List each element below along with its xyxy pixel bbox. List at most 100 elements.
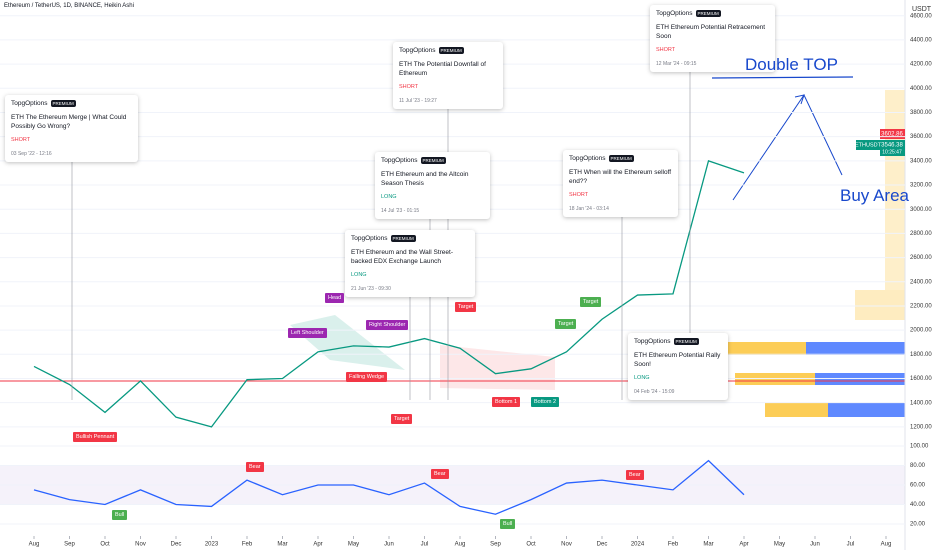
idea-date: 12 Mar '24 - 09:15 [656,61,697,67]
idea-badge: PREMIUM [695,10,721,17]
x-tick-label: Feb [242,542,253,548]
idea-badge: PREMIUM [420,157,446,164]
volume-profile [735,373,815,385]
x-tick-label: Dec [171,542,182,548]
idea-badge: PREMIUM [673,338,699,345]
x-tick-label: Aug [29,542,40,548]
idea-author: TopgOptions [11,100,48,107]
x-tick-label: Aug [881,542,892,548]
x-tick-label: Mar [277,542,287,548]
x-tick-label: Jul [847,542,855,548]
double-top-line [711,76,854,79]
y-tick-label: 3400.00 [910,158,932,164]
volume-profile [765,403,828,417]
idea-author: TopgOptions [634,338,671,345]
x-tick-label: Dec [597,542,608,548]
y-tick-label: 3800.00 [910,110,932,116]
pattern-label: Bear [626,470,644,480]
idea-date: 04 Feb '24 - 15:09 [634,389,675,395]
y-tick-label: 1400.00 [910,400,932,406]
y-tick-label: 1800.00 [910,352,932,358]
pattern-label: Head [325,293,345,303]
idea-badge: PREMIUM [438,47,464,54]
price-tag-text: 3602.86 [881,132,903,138]
y-tick-label: 3600.00 [910,134,932,140]
idea-side: LONG [634,375,650,381]
currency: USDT [912,6,932,13]
price-tag-text: 10:25:47 [882,149,902,155]
y-tick-label: 40.00 [910,502,926,508]
pattern-label: Bottom 1 [492,397,521,407]
idea-badge: PREMIUM [608,155,634,162]
pattern-label: Target [580,297,602,307]
idea-badge: PREMIUM [50,100,76,107]
pattern-label: Target [455,302,477,312]
pattern-label: Bear [246,462,264,472]
idea-brand: TopgOptions PREMIUM [634,338,722,345]
symbol-tag-text: ETHUSDT [855,142,882,148]
pattern-label: Target [391,414,413,424]
price-line [33,459,745,515]
symbol-tag [856,140,880,150]
x-tick-label: Jun [810,542,820,548]
y-tick-label: 2600.00 [910,255,932,261]
y-tick-label: 100.00 [910,444,929,450]
y-tick-label: 4200.00 [910,62,932,68]
idea-title: ETH Ethereum and the Altcoin Season Thes… [381,171,469,187]
callout: Double TOP [745,55,838,74]
idea-badge: PREMIUM [390,235,416,242]
idea-card: TopgOptions PREMIUM ETH When will the Ethe… [563,150,678,217]
idea-card: TopgOptions PREMIUM ETH Ethereum and the W… [345,230,475,297]
idea-author: TopgOptions [569,155,606,162]
x-tick-label: Oct [526,542,536,548]
x-tick-label: Nov [561,542,572,548]
idea-date: 14 Jul '23 - 01:15 [381,208,420,214]
idea-brand: TopgOptions PREMIUM [381,157,484,164]
idea-title: ETH The Potential Downfall of Ethereum [399,61,486,77]
pattern-label: Right Shoulder [366,320,409,330]
x-tick-label: Nov [135,542,146,548]
volume-profile [828,403,905,417]
y-tick-label: 4400.00 [910,37,932,43]
idea-brand: TopgOptions PREMIUM [351,235,469,242]
x-tick-label: Jun [384,542,394,548]
idea-date: 18 Jan '24 - 03:14 [569,206,609,212]
y-tick-label: 4600.00 [910,13,932,19]
price-line [33,159,745,428]
x-tick-label: Feb [668,542,679,548]
y-tick-label: 3200.00 [910,183,932,189]
idea-side: SHORT [656,47,676,53]
x-tick-label: Apr [313,542,322,548]
x-tick-label: Sep [64,542,75,548]
x-tick-label: Sep [490,542,501,548]
y-tick-label: 2400.00 [910,279,932,285]
volume-profile [806,342,905,355]
idea-side: LONG [381,194,397,200]
idea-brand: TopgOptions PREMIUM [656,10,769,17]
idea-date: 21 Jun '23 - 09:30 [351,286,391,292]
pattern-label: Bear [431,469,449,479]
x-tick-label: May [348,542,359,548]
callout: Buy Area [840,186,909,205]
y-tick-label: 20.00 [910,522,926,528]
idea-side: SHORT [569,192,589,198]
x-tick-label: Apr [739,542,748,548]
pattern-label: Bull [112,510,128,520]
y-tick-label: 2800.00 [910,231,932,237]
idea-side: SHORT [399,84,419,90]
arrow-head [794,94,805,105]
y-tick-label: 3000.00 [910,207,932,213]
idea-card: TopgOptions PREMIUM ETH The Potential Down… [393,42,503,109]
x-tick-label: Mar [703,542,713,548]
idea-side: SHORT [11,137,31,143]
idea-title: ETH The Ethereum Merge | What Could Poss… [11,114,127,130]
pattern-label: Left Shoulder [288,328,327,338]
idea-card: TopgOptions PREMIUM ETH Ethereum Potential… [628,333,728,400]
y-tick-label: 2000.00 [910,328,932,334]
idea-title: ETH Ethereum Potential Retracement Soon [656,24,766,40]
idea-brand: TopgOptions PREMIUM [11,100,132,107]
price-tag-text: 3546.38 [881,143,903,149]
y-tick-label: 60.00 [910,483,926,489]
idea-card: TopgOptions PREMIUM ETH Ethereum Potential… [650,5,775,72]
